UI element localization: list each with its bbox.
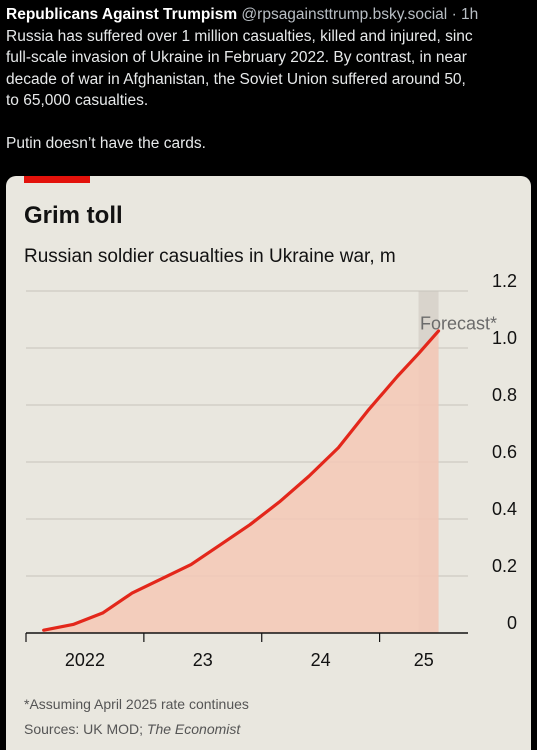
social-post[interactable]: Republicans Against Trumpism @rpsagainst… xyxy=(6,4,537,155)
x-tick-label: 2022 xyxy=(65,650,105,670)
x-tick-label: 25 xyxy=(414,650,434,670)
x-tick-label: 23 xyxy=(193,650,213,670)
forecast-annotation: Forecast* xyxy=(420,313,497,333)
chart-plot: 2022 23 24 25 0 0.2 0.4 0.6 0.8 1.0 1.2 Forecast* xyxy=(25,271,517,670)
chart-subtitle: Russian soldier casualties in Ukraine wa… xyxy=(24,246,396,267)
chart-title: Grim toll xyxy=(24,202,123,229)
series-area xyxy=(43,330,439,633)
sources-prefix: Sources: UK MOD; xyxy=(24,721,147,737)
chart-footnote: *Assuming April 2025 rate continues xyxy=(24,696,249,712)
post-body: Russia has suffered over 1 million casua… xyxy=(6,26,537,155)
economist-red-tag xyxy=(24,176,90,183)
chart-image[interactable]: Grim toll Russian soldier casualties in … xyxy=(6,176,531,750)
post-text-line: decade of war in Afghanistan, the Soviet… xyxy=(6,70,466,88)
y-tick-label: 0.4 xyxy=(492,499,517,519)
y-tick-label: 1.0 xyxy=(492,328,517,348)
post-author[interactable]: Republicans Against Trumpism xyxy=(6,6,238,23)
post-text-line: Russia has suffered over 1 million casua… xyxy=(6,27,473,45)
post-text-line: full-scale invasion of Ukraine in Februa… xyxy=(6,49,467,66)
post-text-line: to 65,000 casualties. xyxy=(6,92,149,109)
sources-publication: The Economist xyxy=(146,721,241,737)
post-closing-line: Putin doesn’t have the cards. xyxy=(6,135,206,152)
x-tick-label: 24 xyxy=(311,650,331,670)
y-tick-label: 0.6 xyxy=(492,442,517,462)
y-tick-label: 1.2 xyxy=(492,271,517,291)
y-tick-label: 0.2 xyxy=(492,556,517,576)
y-tick-label: 0 xyxy=(507,613,517,633)
y-tick-label: 0.8 xyxy=(492,385,517,405)
post-timestamp[interactable]: · 1h xyxy=(451,6,479,23)
paragraph-spacer xyxy=(6,112,537,134)
chart-sources: Sources: UK MOD; The Economist xyxy=(24,721,240,737)
post-handle[interactable]: @rpsagainsttrump.bsky.social xyxy=(241,6,448,23)
post-header: Republicans Against Trumpism @rpsagainst… xyxy=(6,4,537,26)
series-line xyxy=(42,329,441,632)
